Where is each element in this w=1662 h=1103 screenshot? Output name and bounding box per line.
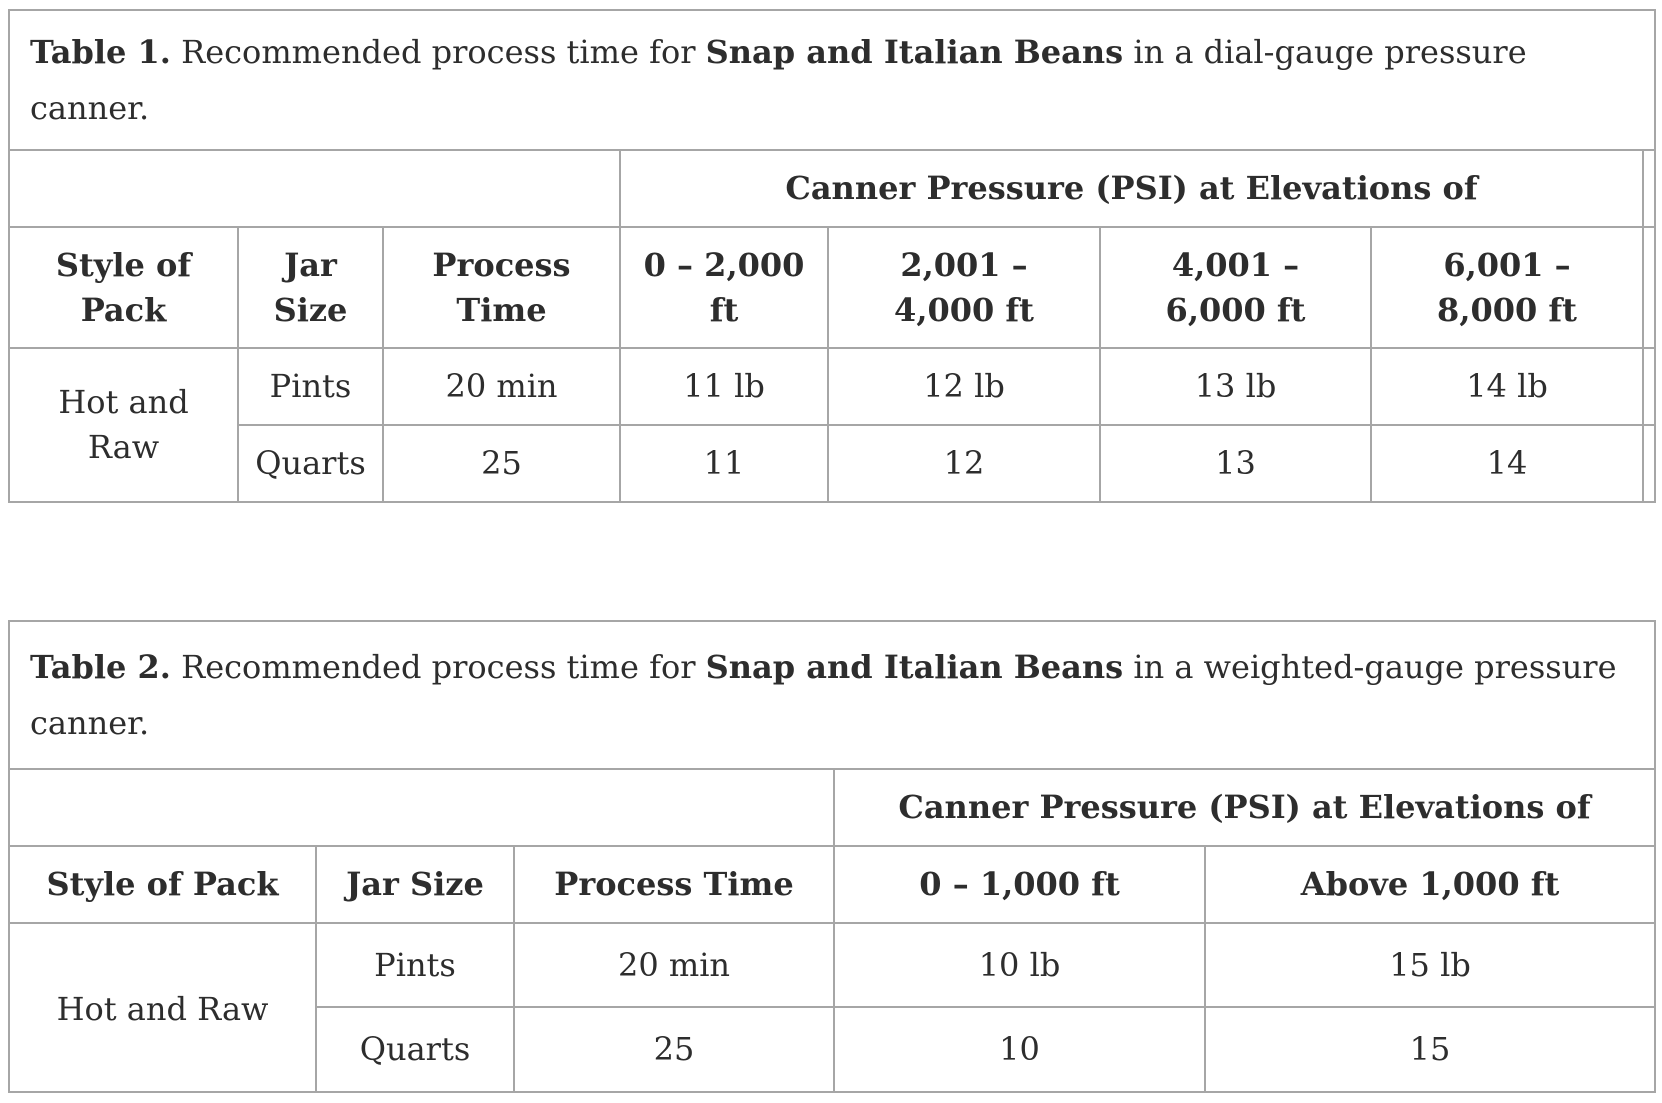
table-2-col-header-jar-size: Jar Size: [315, 844, 515, 924]
table-2-col-header-elevation-2: Above 1,000 ft: [1204, 844, 1656, 924]
table-1-pressure-cell: 12: [827, 424, 1101, 503]
table-1-jar-size-cell: Pints: [237, 347, 384, 427]
table-1-pressure-cell: 12 lb: [827, 347, 1101, 427]
table-2-pressure-cell: 10: [833, 1006, 1206, 1094]
table-1-spanner-empty-cell: [8, 149, 621, 228]
table-1-caption-text-1: Recommended process time for: [170, 33, 706, 71]
table-1-process-time-cell: 20 min: [382, 347, 621, 427]
table-2-weighted-gauge: Table 2. Recommended process time for Sn…: [8, 619, 1656, 1094]
table-2-pressure-cell: 15: [1204, 1006, 1656, 1094]
table-2-process-time-cell: 20 min: [513, 921, 835, 1009]
table-2-header-row: Style of Pack Jar Size Process Time 0 – …: [8, 844, 1656, 924]
table-2-spanner-row: Canner Pressure (PSI) at Elevations of: [8, 767, 1656, 847]
table-1-spanner-header: Canner Pressure (PSI) at Elevations of: [619, 149, 1644, 228]
table-2-spanner-empty-cell: [8, 767, 835, 847]
table-1-caption-emphasis: Snap and Italian Beans: [705, 33, 1124, 71]
table-1-pressure-cell: 13 lb: [1099, 347, 1372, 427]
table-2-col-header-process-time: Process Time: [513, 844, 835, 924]
table-2-row-pints: Hot and Raw Pints 20 min 10 lb 15 lb: [8, 921, 1656, 1094]
table-1-spacer-cell: [1641, 424, 1657, 503]
table-1-col-header-elevation-4: 6,001 – 8,000 ft: [1370, 225, 1644, 350]
table-1-caption-text-2: in a dial-gauge pressure canner.: [30, 33, 1527, 127]
table-1-pressure-cell: 13: [1099, 424, 1372, 503]
table-2-caption-text-1: Recommended process time for: [170, 647, 706, 686]
table-2-container: Table 2. Recommended process time for Sn…: [8, 619, 1656, 1094]
table-2-caption-emphasis: Snap and Italian Beans: [705, 647, 1124, 686]
table-2-style-of-pack-cell: Hot and Raw: [8, 921, 317, 1094]
table-2-caption-row: Table 2. Recommended process time for Sn…: [8, 619, 1656, 770]
table-1-col-header-elevation-2: 2,001 – 4,000 ft: [827, 225, 1101, 350]
table-1-col-header-process-time: Process Time: [382, 225, 621, 350]
table-2-col-header-style-of-pack: Style of Pack: [8, 844, 317, 924]
table-1-row-pints: Hot and Raw Pints 20 min 11 lb 12 lb 13 …: [8, 347, 1657, 503]
table-1-caption-row: Table 1. Recommended process time for Sn…: [7, 9, 1657, 151]
table-2-spanner-header: Canner Pressure (PSI) at Elevations of: [833, 767, 1656, 847]
table-1-caption: Table 1. Recommended process time for Sn…: [7, 9, 1657, 151]
table-1-col-header-elevation-1: 0 – 2,000 ft: [619, 225, 829, 350]
table-2-pressure-cell: 15 lb: [1204, 921, 1656, 1009]
table-2-caption-text-2: in a weighted-gauge pressure canner.: [30, 647, 1617, 742]
table-1-style-of-pack-cell: Hot and Raw: [8, 347, 239, 503]
table-1-process-time-cell: 25: [382, 424, 621, 503]
table-1-col-header-elevation-3: 4,001 – 6,000 ft: [1099, 225, 1372, 350]
table-1-pressure-cell: 14 lb: [1370, 347, 1644, 427]
table-1-jar-size-cell: Quarts: [237, 424, 384, 503]
table-1-pressure-cell: 14: [1370, 424, 1644, 503]
table-2-caption-label: Table 2.: [30, 647, 171, 686]
table-2-jar-size-cell: Pints: [315, 921, 515, 1009]
table-1-dial-gauge: Table 1. Recommended process time for Sn…: [7, 9, 1657, 503]
table-1-pressure-cell: 11 lb: [619, 347, 829, 427]
table-1-col-header-style-of-pack: Style of Pack: [8, 225, 239, 350]
table-1-spacer-cell: [1641, 225, 1657, 350]
table-1-spacer-cell: [1641, 149, 1657, 228]
table-2-jar-size-cell: Quarts: [315, 1006, 515, 1094]
table-1-spacer-cell: [1641, 347, 1657, 427]
table-2-col-header-elevation-1: 0 – 1,000 ft: [833, 844, 1206, 924]
table-1-header-row: Style of Pack Jar Size Process Time 0 – …: [8, 225, 1657, 350]
table-2-caption: Table 2. Recommended process time for Sn…: [8, 619, 1656, 770]
table-2-process-time-cell: 25: [513, 1006, 835, 1094]
table-1-caption-label: Table 1.: [30, 33, 171, 71]
table-1-pressure-cell: 11: [619, 424, 829, 503]
table-1-row-quarts: Quarts 25 11 12 13 14: [9, 424, 1657, 503]
table-1-col-header-jar-size: Jar Size: [237, 225, 384, 350]
table-1-spanner-row: Canner Pressure (PSI) at Elevations of: [8, 149, 1657, 228]
table-2-pressure-cell: 10 lb: [833, 921, 1206, 1009]
